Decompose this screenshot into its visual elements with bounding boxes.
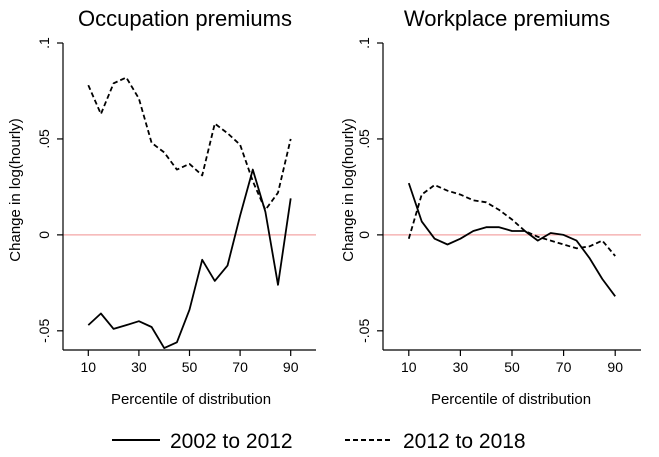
x-tick-label: 90 [283,359,299,375]
y-axis-label: Change in log(hourly) [7,118,24,261]
y-tick-label: .05 [356,129,372,149]
x-tick-label: 10 [81,359,97,375]
y-tick-label: .05 [36,129,52,149]
legend-label: 2012 to 2018 [403,430,526,453]
workplace-premiums-panel: Workplace premiums Change in log(hourly)… [340,6,641,408]
series-line-2002-2012 [407,182,616,297]
chart-title: Occupation premiums [78,6,292,31]
plot-area: -.05 0 .05 .1 10 30 50 70 90 [356,37,641,375]
occupation-premiums-panel: Occupation premiums Change in log(hourly… [7,6,316,408]
chart-title: Workplace premiums [404,6,610,31]
legend: 2002 to 2012 2012 to 2018 [112,430,526,453]
series-line-2002-2012 [87,168,292,350]
series-line-2012-2018 [87,76,292,211]
x-tick-label: 30 [453,359,469,375]
x-tick-label: 50 [504,359,520,375]
plot-area: -.05 0 .05 .1 10 30 50 70 90 [36,37,316,375]
x-axis-label: Percentile of distribution [431,391,591,408]
x-tick-label: 10 [401,359,417,375]
y-tick-label: -.05 [356,319,372,343]
y-tick-label: .1 [356,37,372,49]
x-tick-label: 90 [607,359,623,375]
x-axis-label: Percentile of distribution [111,391,271,408]
x-tick-label: 30 [131,359,147,375]
y-tick-label: 0 [36,231,52,239]
y-tick-label: 0 [356,231,372,239]
x-tick-label: 70 [556,359,572,375]
y-tick-label: -.05 [36,319,52,343]
series-line-2012-2018 [407,184,616,257]
x-tick-label: 50 [182,359,198,375]
x-tick-label: 70 [232,359,248,375]
legend-label: 2002 to 2012 [170,430,293,453]
y-tick-label: .1 [36,37,52,49]
y-axis-label: Change in log(hourly) [340,118,357,261]
